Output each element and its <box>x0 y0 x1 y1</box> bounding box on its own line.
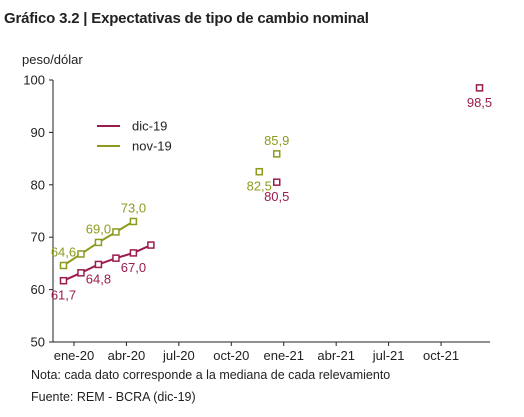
data-point-dic-19 <box>112 254 120 262</box>
data-point-dic-19 <box>475 84 484 92</box>
y-tick-label: 70 <box>31 230 45 245</box>
data-label: 85,9 <box>264 133 289 148</box>
y-tick-label: 60 <box>31 282 45 297</box>
data-label: 82,5 <box>247 179 272 194</box>
data-point-dic-19 <box>129 249 138 257</box>
y-tick-label: 100 <box>23 73 45 88</box>
y-tick-label: 80 <box>31 177 45 192</box>
data-labels: 61,7 64,8 67,0 80,5 98,5 64,6 69,0 73,0 82,5 85,9 <box>51 95 492 303</box>
series-markers <box>59 84 484 285</box>
data-label: 64,8 <box>86 271 111 286</box>
y-tick-label: 90 <box>31 125 45 140</box>
x-tick-label: oct-20 <box>213 348 249 363</box>
x-tick-label: abr-20 <box>108 348 146 363</box>
data-point-nov-19 <box>59 261 68 270</box>
chart-title: Gráfico 3.2 | Expectativas de tipo de ca… <box>4 10 369 27</box>
data-label: 61,7 <box>51 288 76 303</box>
data-point-dic-19 <box>147 241 155 249</box>
data-label: 73,0 <box>121 200 146 215</box>
data-point-nov-19 <box>112 228 120 236</box>
x-tick-label: ene-20 <box>54 348 94 363</box>
chart-source: Fuente: REM - BCRA (dic-19) <box>31 390 196 404</box>
data-label: 64,6 <box>51 244 76 259</box>
legend: dic-19 nov-19 <box>97 119 172 154</box>
x-tick-label: abr-21 <box>317 348 355 363</box>
data-label: 67,0 <box>121 260 146 275</box>
data-point-nov-19 <box>77 250 85 258</box>
data-label: 69,0 <box>86 221 111 236</box>
x-tick-label: ene-21 <box>263 348 303 363</box>
y-tick-label: 50 <box>31 335 45 350</box>
data-point-dic-19 <box>272 178 281 186</box>
chart-note: Nota: cada dato corresponde a la mediana… <box>31 368 391 382</box>
data-point-nov-19 <box>255 167 264 176</box>
data-point-nov-19 <box>129 217 138 226</box>
data-label: 80,5 <box>264 189 289 204</box>
data-label: 98,5 <box>467 95 492 110</box>
chart-axes: 50 60 70 80 90 100 ene-20 abr-20 jul-20 oct-20 ene… <box>23 73 490 363</box>
x-tick-label: jul-20 <box>162 348 195 363</box>
legend-label-nov-19: nov-19 <box>132 139 172 154</box>
y-axis-label: peso/dólar <box>22 52 83 67</box>
data-point-dic-19 <box>77 269 85 277</box>
legend-label-dic-19: dic-19 <box>132 119 167 134</box>
data-point-dic-19 <box>94 260 103 269</box>
data-point-nov-19 <box>94 238 103 247</box>
x-tick-label: jul-21 <box>372 348 405 363</box>
data-point-nov-19 <box>272 150 281 158</box>
data-point-dic-19 <box>59 276 68 285</box>
x-tick-label: oct-21 <box>423 348 459 363</box>
